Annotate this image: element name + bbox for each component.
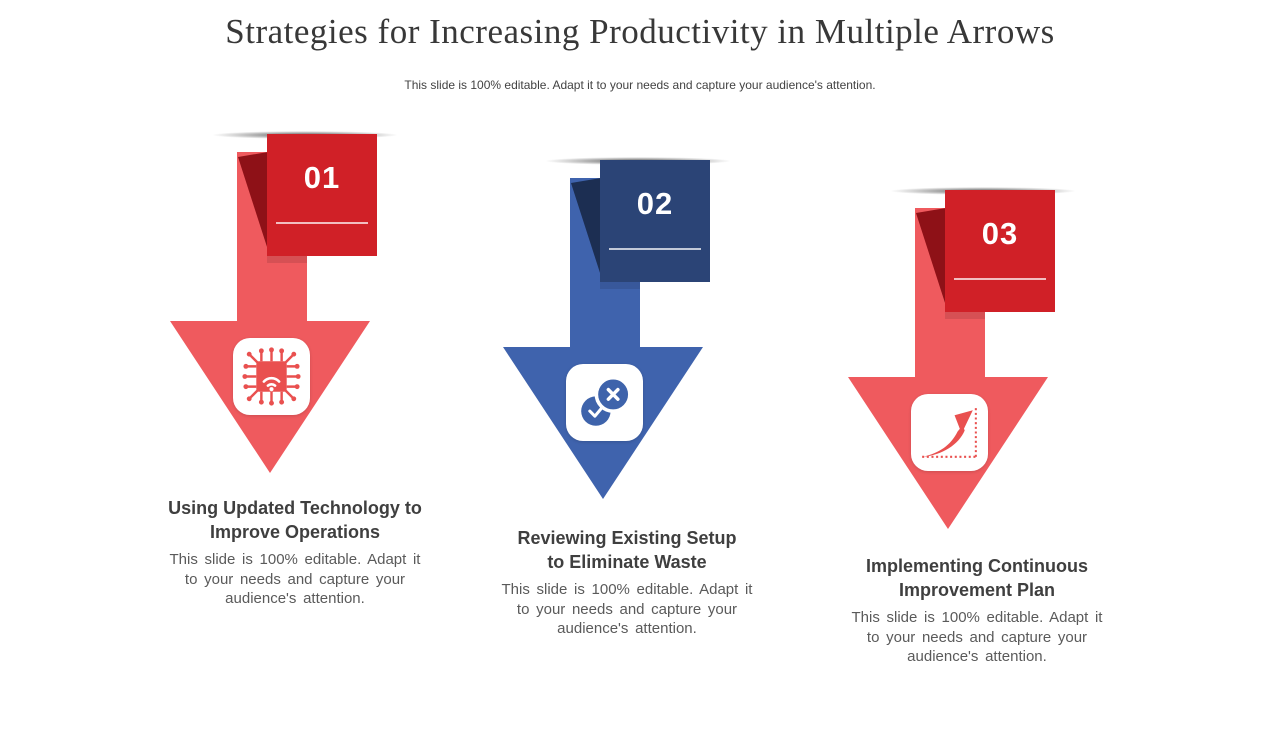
icon-box-1 (233, 338, 310, 415)
desc-line: This slide is 100% editable. Adapt it (169, 551, 421, 568)
strategy-description-2: This slide is 100% editable. Adapt it to… (477, 580, 777, 639)
strategy-item-2: 02 Reviewing Existing Setup to Eliminate… (478, 154, 778, 720)
heading-line: Implementing Continuous (866, 556, 1088, 576)
strategy-description-1: This slide is 100% editable. Adapt it to… (145, 550, 445, 609)
strategy-text-2: Reviewing Existing Setup to Eliminate Wa… (477, 526, 777, 639)
heading-line: Improvement Plan (898, 580, 1056, 600)
ribbon-fold (571, 178, 601, 276)
step-number-3: 03 (981, 216, 1019, 251)
strategy-item-1: 01 Using Upda (145, 128, 445, 694)
desc-line: This slide is 100% editable. Adapt it (851, 609, 1103, 626)
strategy-text-1: Using Updated Technology to Improve Oper… (145, 496, 445, 609)
strategy-item-3: 03 Implementing Continuous Improvement P… (823, 184, 1123, 750)
ribbon-fold (916, 208, 946, 306)
ribbon-fold (238, 152, 268, 250)
heading-line: to Eliminate Waste (547, 552, 707, 572)
desc-line: audience's attention. (907, 648, 1047, 665)
strategy-heading-1: Using Updated Technology to Improve Oper… (145, 496, 445, 544)
desc-line: to your needs and capture your (516, 600, 738, 618)
badge-underglow (945, 312, 985, 319)
strategy-heading-2: Reviewing Existing Setup to Eliminate Wa… (477, 526, 777, 574)
number-badge (267, 134, 377, 256)
step-number-1: 01 (303, 160, 341, 195)
slide-subtitle: This slide is 100% editable. Adapt it to… (404, 78, 876, 92)
growth-arrow-icon (922, 407, 977, 458)
desc-line: audience's attention. (557, 620, 697, 637)
strategy-heading-3: Implementing Continuous Improvement Plan (827, 554, 1127, 602)
number-badge (945, 190, 1055, 312)
desc-line: This slide is 100% editable. Adapt it (501, 581, 753, 598)
heading-line: Using Updated Technology to (168, 498, 422, 518)
step-number-2: 02 (636, 186, 674, 221)
icon-box-2 (566, 364, 643, 441)
badge-underglow (267, 256, 307, 263)
strategy-description-3: This slide is 100% editable. Adapt it to… (827, 608, 1127, 667)
chip-wifi-icon (242, 347, 301, 406)
heading-line: Reviewing Existing Setup (517, 528, 737, 548)
slide-title: Strategies for Increasing Productivity i… (225, 12, 1055, 51)
badge-underglow (600, 282, 640, 289)
check-cross-icon (581, 375, 632, 426)
desc-line: to your needs and capture your (866, 628, 1088, 646)
slide-background: { "slide": { "title": "Strategies for In… (145, 12, 1103, 720)
icon-box-3 (911, 394, 988, 471)
desc-line: audience's attention. (225, 590, 365, 607)
heading-line: Improve Operations (209, 522, 381, 542)
strategy-text-3: Implementing Continuous Improvement Plan… (827, 554, 1127, 667)
number-badge (600, 160, 710, 282)
desc-line: to your needs and capture your (184, 570, 406, 588)
